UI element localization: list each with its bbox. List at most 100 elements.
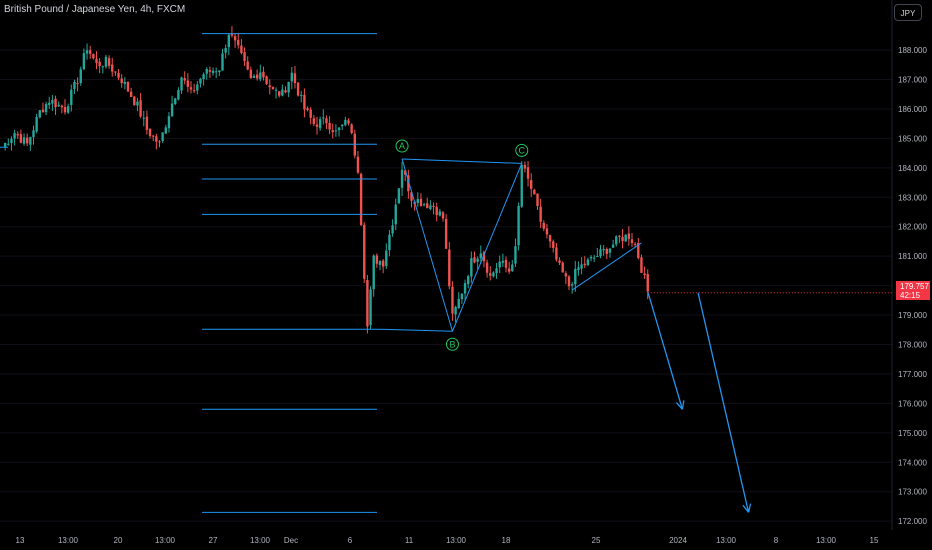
time-tick-label: 13:00 bbox=[58, 536, 79, 545]
candle-body bbox=[322, 117, 325, 119]
candle-body bbox=[589, 256, 593, 259]
price-tick-label: 183.000 bbox=[898, 193, 927, 202]
candle-body bbox=[92, 54, 95, 59]
candle-body bbox=[158, 141, 161, 143]
candle-body bbox=[3, 142, 7, 148]
trend-line bbox=[571, 242, 642, 291]
candle-body bbox=[10, 138, 13, 144]
candle-body bbox=[542, 222, 545, 229]
candle-body bbox=[599, 249, 602, 257]
price-tick-label: 178.000 bbox=[898, 341, 927, 350]
candle-body bbox=[186, 80, 190, 87]
candle-body bbox=[73, 82, 76, 90]
candle-body bbox=[290, 72, 293, 82]
candle-body bbox=[507, 268, 511, 272]
candle-body bbox=[161, 132, 164, 141]
projection-arrow bbox=[697, 292, 750, 513]
candle-body bbox=[325, 118, 328, 124]
candle-body bbox=[621, 236, 624, 242]
arrow-head bbox=[747, 503, 752, 513]
projection-arrow bbox=[647, 291, 684, 410]
candle-body bbox=[479, 253, 482, 259]
candle-body bbox=[177, 90, 180, 100]
candle-body bbox=[76, 83, 79, 85]
candle-body bbox=[155, 136, 158, 142]
candle-body bbox=[627, 233, 631, 239]
candle-body bbox=[82, 53, 86, 70]
candle-body bbox=[558, 260, 561, 263]
bar-countdown: 42:15 bbox=[900, 291, 921, 300]
candle-body bbox=[485, 262, 489, 273]
wave-label-circle bbox=[515, 143, 529, 157]
time-tick-label: 18 bbox=[502, 536, 511, 545]
candle-body bbox=[630, 239, 634, 244]
candle-body bbox=[454, 306, 457, 315]
candle-body bbox=[252, 75, 256, 78]
candle-body bbox=[208, 70, 212, 72]
price-tick-label: 173.000 bbox=[898, 488, 927, 497]
candle-body bbox=[126, 82, 130, 92]
price-tick-label: 187.000 bbox=[898, 76, 927, 85]
candle-body bbox=[359, 173, 363, 226]
candle-body bbox=[274, 89, 278, 91]
price-tick-label: 184.000 bbox=[898, 164, 927, 173]
candle-body bbox=[215, 71, 218, 73]
candle-body bbox=[646, 274, 649, 292]
candle-body bbox=[448, 249, 451, 287]
time-tick-label: 6 bbox=[348, 536, 353, 545]
candle-body bbox=[498, 261, 501, 268]
candle-body bbox=[221, 53, 224, 71]
candle-body bbox=[492, 272, 495, 277]
candle-body bbox=[391, 225, 394, 234]
candle-body bbox=[196, 84, 199, 91]
candle-body bbox=[545, 228, 549, 235]
currency-button[interactable]: JPY bbox=[894, 4, 922, 21]
candle-body bbox=[624, 234, 627, 242]
candle-body bbox=[555, 247, 558, 260]
candle-body bbox=[133, 96, 136, 106]
candle-body bbox=[139, 100, 142, 117]
candle-body bbox=[306, 108, 309, 111]
candle-body bbox=[167, 116, 171, 129]
candle-body bbox=[129, 91, 133, 97]
price-tick-label: 179.000 bbox=[898, 311, 927, 320]
candle-body bbox=[230, 33, 234, 36]
candle-body bbox=[419, 198, 423, 206]
candle-body bbox=[79, 69, 82, 84]
candle-body bbox=[583, 263, 586, 266]
candle-body bbox=[35, 117, 38, 132]
candle-body bbox=[13, 133, 16, 139]
candle-body bbox=[441, 212, 445, 219]
candle-body bbox=[482, 252, 486, 262]
candle-body bbox=[199, 78, 202, 84]
candle-body bbox=[120, 78, 123, 84]
candle-body bbox=[501, 260, 505, 263]
candle-body bbox=[41, 109, 45, 113]
candle-body bbox=[51, 100, 54, 104]
wave-label: C bbox=[519, 145, 526, 155]
time-tick-label: 13 bbox=[16, 536, 25, 545]
candle-body bbox=[470, 258, 473, 277]
candle-body bbox=[19, 134, 23, 143]
candle-body bbox=[227, 34, 230, 48]
wave-line bbox=[402, 158, 522, 164]
candle-body bbox=[284, 90, 287, 93]
candle-body bbox=[618, 235, 621, 237]
candle-body bbox=[372, 255, 375, 290]
candle-body bbox=[300, 95, 303, 97]
candle-body bbox=[312, 118, 316, 124]
candle-body bbox=[615, 236, 618, 245]
candle-body bbox=[243, 52, 246, 62]
candle-body bbox=[192, 90, 196, 92]
time-tick-label: 20 bbox=[114, 536, 123, 545]
candle-body bbox=[407, 175, 410, 192]
price-tick-label: 188.000 bbox=[898, 46, 927, 55]
time-tick-label: 2024 bbox=[669, 536, 687, 545]
candle-body bbox=[561, 262, 564, 273]
candle-body bbox=[136, 101, 139, 106]
wave-label-circle bbox=[445, 337, 459, 351]
candle-body bbox=[473, 257, 476, 263]
candle-body bbox=[410, 192, 413, 201]
candle-body bbox=[22, 137, 26, 144]
